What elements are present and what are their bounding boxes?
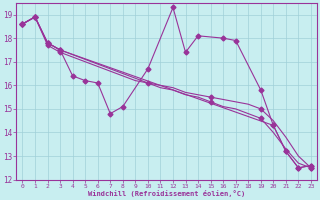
X-axis label: Windchill (Refroidissement éolien,°C): Windchill (Refroidissement éolien,°C) [88,190,245,197]
